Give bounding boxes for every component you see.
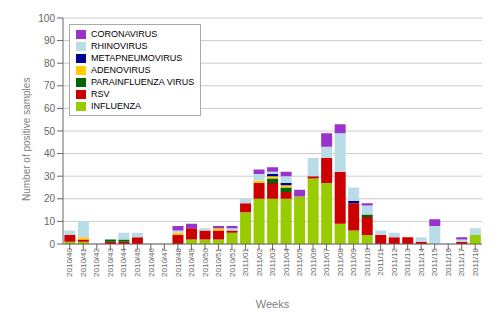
svg-text:2010/46: 2010/46 — [147, 247, 156, 276]
svg-text:2011/04: 2011/04 — [282, 247, 291, 276]
svg-text:2011/09: 2011/09 — [349, 247, 358, 276]
svg-text:2010/50: 2010/50 — [201, 247, 210, 276]
svg-text:2010/51: 2010/51 — [214, 247, 223, 276]
svg-text:2011/05: 2011/05 — [295, 247, 304, 276]
svg-text:2011/02: 2011/02 — [255, 247, 264, 276]
svg-text:2011/17: 2011/17 — [457, 247, 466, 276]
svg-text:2010/40: 2010/40 — [65, 247, 74, 276]
html-text:METAPNEUMOVIRUS: METAPNEUMOVIRUS — [91, 53, 183, 63]
svg-text:2011/07: 2011/07 — [322, 247, 331, 276]
svg-text:2011/16: 2011/16 — [444, 247, 453, 276]
svg-text:2010/52: 2010/52 — [228, 247, 237, 276]
svg-text:2011/01: 2011/01 — [241, 247, 250, 276]
svg-text:100: 100 — [38, 13, 55, 24]
svg-text:Weeks: Weeks — [256, 298, 290, 310]
svg-text:2011/14: 2011/14 — [417, 247, 426, 276]
svg-text:0: 0 — [49, 239, 55, 250]
svg-text:90: 90 — [44, 35, 56, 46]
svg-text:50: 50 — [44, 126, 56, 137]
html-text:RHINOVIRUS: RHINOVIRUS — [91, 41, 148, 51]
svg-text:2010/45: 2010/45 — [133, 247, 142, 276]
html-text:RSV: RSV — [91, 89, 110, 99]
svg-text:2010/44: 2010/44 — [120, 247, 129, 276]
svg-text:2010/49: 2010/49 — [187, 247, 196, 276]
svg-text:2011/08: 2011/08 — [336, 247, 345, 276]
svg-text:2011/10: 2011/10 — [363, 247, 372, 276]
svg-text:2011/13: 2011/13 — [403, 247, 412, 276]
svg-text:2011/03: 2011/03 — [268, 247, 277, 276]
svg-text:20: 20 — [44, 193, 56, 204]
svg-text:2010/47: 2010/47 — [160, 247, 169, 276]
svg-text:2011/12: 2011/12 — [390, 247, 399, 276]
svg-text:80: 80 — [44, 58, 56, 69]
svg-text:2011/15: 2011/15 — [430, 247, 439, 276]
svg-text:2011/11: 2011/11 — [376, 247, 385, 275]
svg-text:Number of positive samples: Number of positive samples — [21, 78, 32, 201]
svg-text:2010/43: 2010/43 — [106, 247, 115, 276]
svg-text:2010/41: 2010/41 — [79, 247, 88, 276]
svg-text:2011/18: 2011/18 — [471, 247, 480, 276]
html-text:PARAINFLUENZA VIRUS: PARAINFLUENZA VIRUS — [91, 77, 195, 87]
svg-text:2011/06: 2011/06 — [309, 247, 318, 276]
svg-text:10: 10 — [44, 216, 56, 227]
html-text:INFLUENZA: INFLUENZA — [91, 101, 141, 111]
svg-text:60: 60 — [44, 103, 56, 114]
svg-text:30: 30 — [44, 171, 56, 182]
svg-text:2010/48: 2010/48 — [174, 247, 183, 276]
svg-text:70: 70 — [44, 80, 56, 91]
svg-text:40: 40 — [44, 148, 56, 159]
svg-text:2010/42: 2010/42 — [92, 247, 101, 276]
html-text:CORONAVIRUS: CORONAVIRUS — [91, 29, 158, 39]
html-text:ADENOVIRUS: ADENOVIRUS — [91, 65, 151, 75]
